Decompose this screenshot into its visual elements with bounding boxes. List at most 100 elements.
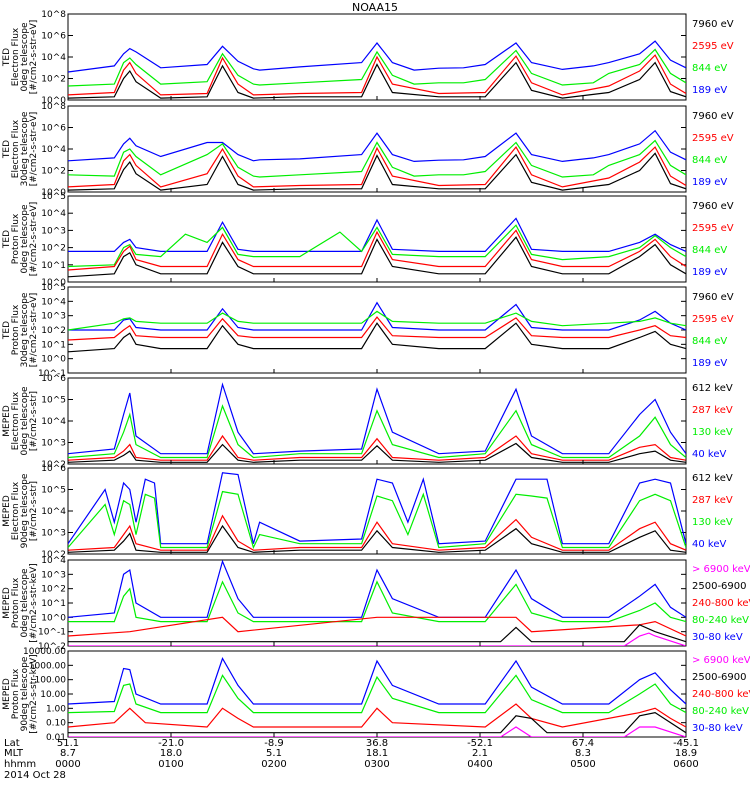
y-tick-label: 10^0 [41, 355, 66, 365]
series-line [68, 514, 686, 551]
legend-entry: 2500-6900 [692, 672, 747, 683]
y-axis-label: Electron Flux [11, 481, 21, 540]
panel-5: 10^2 10^3 10^4 10^5 10^6 MEPED Electron Flux 0d… [2, 374, 733, 470]
x-tick-label: 8.3 [575, 748, 591, 759]
series-line [68, 139, 686, 178]
legend-entry: 240-800 keV [692, 689, 750, 700]
x-tick-label: 0100 [158, 759, 183, 770]
legend-entry: 40 keV [692, 539, 726, 550]
y-tick-label: 10^1 [41, 599, 66, 609]
y-tick-label: 10^8 [41, 102, 66, 112]
legend-entry: 130 keV [692, 427, 733, 438]
y-tick-label: 10^4 [41, 145, 66, 155]
y-axis-label: 90deg telescope [20, 656, 30, 731]
y-tick-label: 10^0 [41, 188, 66, 198]
y-tick-label: 10^2 [41, 167, 66, 177]
y-axis-label: TED [2, 140, 12, 159]
y-tick-label: 10^6 [41, 124, 66, 134]
y-tick-label: 10^5 [41, 192, 66, 202]
x-tick-label: 0000 [55, 759, 80, 770]
y-tick-label: 10^4 [41, 507, 66, 517]
legend-entry: 2595 eV [692, 133, 734, 144]
series-line [68, 616, 686, 637]
series-line [68, 674, 686, 714]
legend-entry: 130 keV [692, 517, 733, 528]
x-tick-label: -45.1 [673, 738, 699, 749]
series-line [68, 472, 686, 545]
y-axis-label: Electron Flux [11, 119, 21, 178]
y-tick-label: 10^2 [41, 244, 66, 254]
legend-entry: > 6900 keV [692, 655, 750, 666]
y-tick-label: 10^4 [41, 556, 66, 566]
x-row-label: MLT [4, 748, 24, 759]
panel-6: 10^2 10^3 10^4 10^5 10^6 MEPED Electron Flux 90… [2, 464, 733, 560]
panel-8: 0.01 0.10 1.00 10.00 100.00 1000.00 10000.00 ME… [2, 647, 750, 743]
series-group [68, 40, 686, 99]
legend-entry: 2595 eV [692, 314, 734, 325]
y-axis-label: 30deg telescope [20, 111, 30, 186]
x-row-label: hhmm [4, 759, 36, 770]
y-axis-label: [#/cm2-s-str-eV] [29, 202, 39, 277]
legend-entry: 2500-6900 [692, 581, 747, 592]
series-group [68, 472, 686, 553]
y-axis-label: MEPED [2, 678, 12, 710]
x-tick-label: 5.1 [266, 748, 282, 759]
y-axis-label: [#/cm2-s-str-keV] [29, 654, 39, 733]
x-tick-label: 0300 [364, 759, 389, 770]
y-axis-label: 30deg telescope [20, 292, 30, 367]
legend-entry: 7960 eV [692, 292, 734, 303]
y-tick-label: 10.00 [40, 690, 66, 700]
series-line [68, 322, 686, 353]
y-tick-label: 10^3 [41, 226, 66, 236]
y-tick-label: 10^4 [41, 53, 66, 63]
legend-entry: 612 keV [692, 383, 733, 394]
panel-1: 10^0 10^2 10^4 10^6 10^8 TED Electron Flux 0deg… [2, 10, 734, 106]
y-tick-label: 100.00 [35, 676, 67, 686]
y-tick-label: 10^0 [41, 278, 66, 288]
y-axis-label: 0deg telescope [20, 204, 30, 274]
y-tick-label: 10^3 [41, 312, 66, 322]
series-group [68, 657, 686, 737]
y-tick-label: 10^2 [41, 550, 66, 560]
y-axis-label: Proton Flux [11, 668, 21, 719]
series-line [68, 61, 686, 99]
legend-entry: 2595 eV [692, 223, 734, 234]
y-tick-label: 10^3 [41, 529, 66, 539]
plot-frame [67, 559, 687, 647]
legend-entry: 2595 eV [692, 41, 734, 52]
legend-entry: 30-80 keV [692, 723, 743, 734]
y-tick-label: 10^5 [41, 486, 66, 496]
y-tick-label: 10000.00 [23, 647, 66, 657]
y-tick-label: 1.00 [46, 704, 66, 714]
x-tick-label: -52.1 [467, 738, 493, 749]
y-axis-label: 0deg telescope [20, 568, 30, 638]
y-axis-label: [#/cm2-s-str-eV] [29, 293, 39, 368]
y-tick-label: 10^6 [41, 32, 66, 42]
y-tick-label: 10^5 [41, 396, 66, 406]
y-tick-label: 10^5 [41, 283, 66, 293]
y-tick-label: 10^6 [41, 374, 66, 384]
series-line [68, 146, 686, 188]
x-tick-label: 0600 [673, 759, 698, 770]
y-axis-label: MEPED [2, 405, 12, 437]
series-line [68, 301, 686, 331]
y-tick-label: 10^1 [41, 261, 66, 271]
y-axis-label: MEPED [2, 495, 12, 527]
legend-entry: 30-80 keV [692, 632, 743, 643]
x-tick-label: 18.9 [675, 748, 697, 759]
series-line [68, 726, 686, 737]
y-tick-label: 10^-1 [38, 628, 66, 638]
y-axis-label: Proton Flux [11, 304, 21, 355]
y-tick-label: 10^4 [41, 417, 66, 427]
legend-entry: 189 eV [692, 177, 727, 188]
y-tick-label: 10^4 [41, 297, 66, 307]
chart-title: NOAA15 [352, 1, 398, 14]
y-axis-label: 0deg telescope [20, 386, 30, 456]
y-tick-label: 10^0 [41, 613, 66, 623]
y-tick-label: 10^2 [41, 585, 66, 595]
series-line [68, 442, 686, 463]
series-line [68, 129, 686, 163]
x-tick-label: 0500 [570, 759, 595, 770]
y-axis-label: TED [2, 230, 12, 249]
